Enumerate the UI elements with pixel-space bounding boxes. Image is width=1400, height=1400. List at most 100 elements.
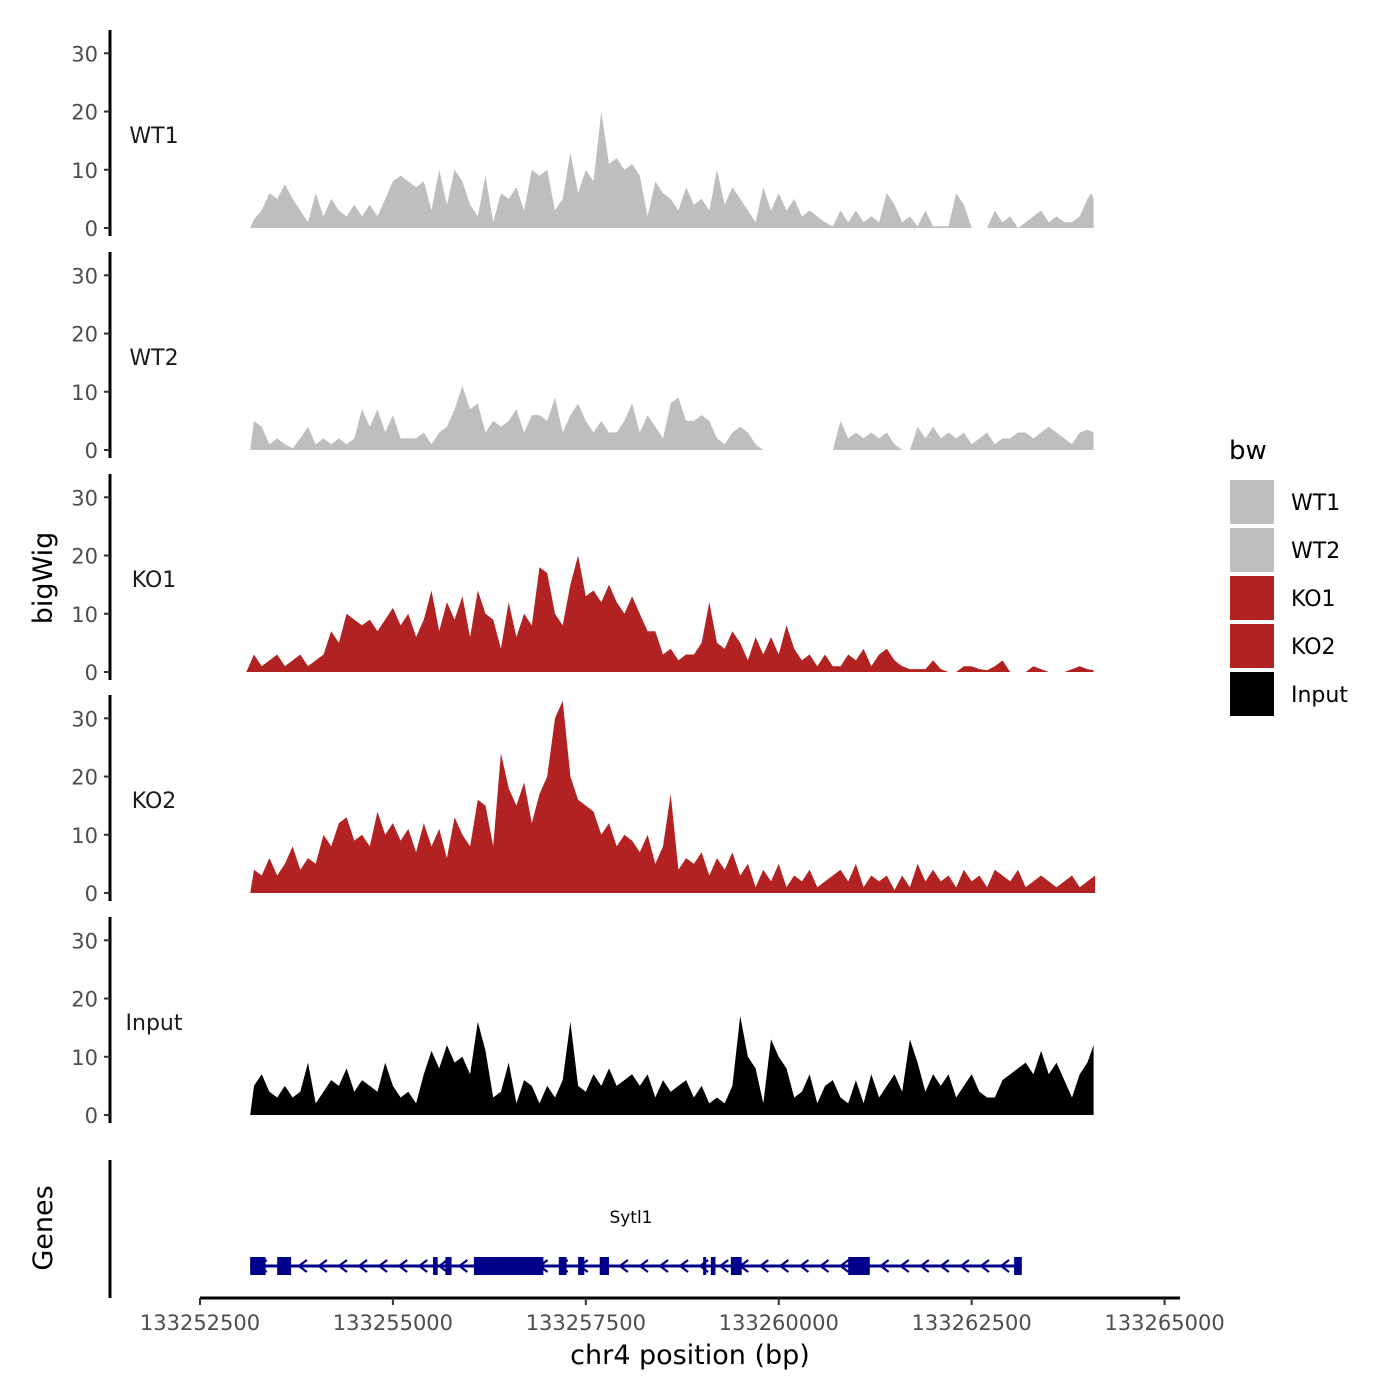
strand-arrow — [878, 1259, 890, 1273]
y-tick-label: 20 — [71, 766, 98, 790]
track-label: KO2 — [132, 789, 177, 814]
area-wt2 — [250, 385, 1094, 450]
y-tick-label: 0 — [85, 882, 98, 906]
y-tick-label: 30 — [71, 264, 98, 288]
y-tick-label: 10 — [71, 603, 98, 627]
track-input: 0 10 20 30 Input — [71, 917, 1094, 1128]
legend-key-wt1 — [1230, 480, 1274, 524]
strand-arrow — [939, 1259, 950, 1273]
gene-track-title: Genes — [28, 1185, 59, 1270]
track-label: KO1 — [132, 568, 177, 593]
y-tick-label: 20 — [71, 323, 98, 347]
strand-arrow — [658, 1259, 669, 1273]
strand-arrow — [818, 1259, 830, 1273]
y-axis-title: bigWig — [28, 532, 59, 625]
y-tick-label: 10 — [71, 824, 98, 848]
x-tick-label: 133262500 — [912, 1311, 1032, 1335]
strand-arrow — [758, 1259, 769, 1273]
legend-label: KO2 — [1291, 635, 1336, 660]
y-tick-label: 10 — [71, 159, 98, 183]
track-wt1: 0 10 20 30 WT1 — [71, 30, 1094, 241]
y-tick-label: 10 — [71, 1046, 98, 1070]
y-tick-label: 10 — [71, 381, 98, 405]
track-label: WT1 — [129, 124, 178, 149]
y-tick-label: 30 — [71, 486, 98, 510]
legend-label: WT2 — [1291, 539, 1340, 564]
y-tick-label: 0 — [85, 661, 98, 685]
gene-label: Sytl1 — [609, 1208, 652, 1228]
y-tick-label: 20 — [71, 101, 98, 125]
y-tick-label: 0 — [85, 439, 98, 463]
x-axis: 133252500 133255000 133257500 133260000 1332… — [140, 1296, 1225, 1335]
strand-arrow — [417, 1259, 428, 1273]
legend-label: Input — [1291, 683, 1348, 708]
track-wt2: 0 10 20 30 WT2 — [71, 252, 1094, 463]
y-tick-label: 30 — [71, 929, 98, 953]
exon — [730, 1257, 742, 1275]
track-panels: 0 10 20 30 WT1 0 10 20 30 WT2 0 10 20 30 KO1 0 10 20 30 KO2… — [71, 30, 1096, 1128]
x-axis-title: chr4 position (bp) — [570, 1340, 810, 1371]
track-ko2: 0 10 20 30 KO2 — [71, 695, 1096, 906]
x-tick-label: 133260000 — [719, 1311, 839, 1335]
legend: bw WT1 WT2 KO1 KO2 Input — [1229, 436, 1348, 716]
area-ko2 — [250, 700, 1096, 893]
exon — [445, 1257, 452, 1275]
exon — [250, 1257, 266, 1275]
exon — [599, 1257, 609, 1275]
track-ko1: 0 10 20 30 KO1 — [71, 474, 1094, 685]
legend-title: bw — [1229, 436, 1267, 466]
gene-panel: Sytl1 — [108, 1160, 1022, 1298]
area-input — [250, 1016, 1094, 1115]
track-label: WT2 — [129, 346, 178, 371]
strand-arrow — [898, 1259, 910, 1273]
strand-arrow — [337, 1259, 348, 1273]
legend-label: KO1 — [1291, 587, 1336, 612]
exon — [433, 1257, 438, 1275]
area-wt1 — [250, 111, 1094, 228]
y-tick-label: 0 — [85, 1104, 98, 1128]
y-tick-label: 20 — [71, 545, 98, 569]
strand-arrow — [918, 1259, 930, 1273]
legend-key-ko1 — [1230, 576, 1274, 620]
strand-arrow — [357, 1259, 368, 1273]
exon — [277, 1257, 292, 1275]
strand-arrow — [638, 1259, 649, 1273]
exon — [848, 1257, 870, 1275]
y-tick-label: 30 — [71, 42, 98, 66]
strand-arrow — [979, 1259, 990, 1273]
exon — [558, 1257, 567, 1275]
strand-arrow — [798, 1259, 810, 1273]
exon — [703, 1257, 707, 1275]
strand-arrow — [678, 1259, 689, 1273]
y-tick-label: 30 — [71, 707, 98, 731]
strand-arrow — [397, 1259, 408, 1273]
strand-arrow — [297, 1259, 308, 1273]
legend-label: WT1 — [1291, 491, 1340, 516]
y-tick-label: 0 — [85, 217, 98, 241]
strand-arrow — [959, 1259, 970, 1273]
exon — [578, 1257, 585, 1275]
x-tick-label: 133265000 — [1104, 1311, 1224, 1335]
area-ko1 — [246, 555, 1094, 672]
exon — [710, 1257, 716, 1275]
track-label: Input — [126, 1011, 183, 1036]
exon — [1014, 1257, 1022, 1275]
exon — [473, 1257, 544, 1275]
strand-arrow — [317, 1259, 328, 1273]
strand-arrow — [457, 1259, 469, 1273]
strand-arrow — [718, 1259, 729, 1273]
legend-key-ko2 — [1230, 624, 1274, 668]
strand-arrow — [838, 1259, 850, 1273]
strand-arrow — [437, 1259, 448, 1273]
strand-arrow — [778, 1259, 790, 1273]
x-tick-label: 133252500 — [140, 1311, 260, 1335]
strand-arrow — [999, 1259, 1010, 1273]
legend-key-input — [1230, 672, 1274, 716]
x-tick-label: 133255000 — [333, 1311, 453, 1335]
y-tick-label: 20 — [71, 988, 98, 1012]
x-tick-label: 133257500 — [526, 1311, 646, 1335]
strand-arrow — [618, 1259, 629, 1273]
legend-key-wt2 — [1230, 528, 1274, 572]
strand-arrow — [377, 1259, 388, 1273]
